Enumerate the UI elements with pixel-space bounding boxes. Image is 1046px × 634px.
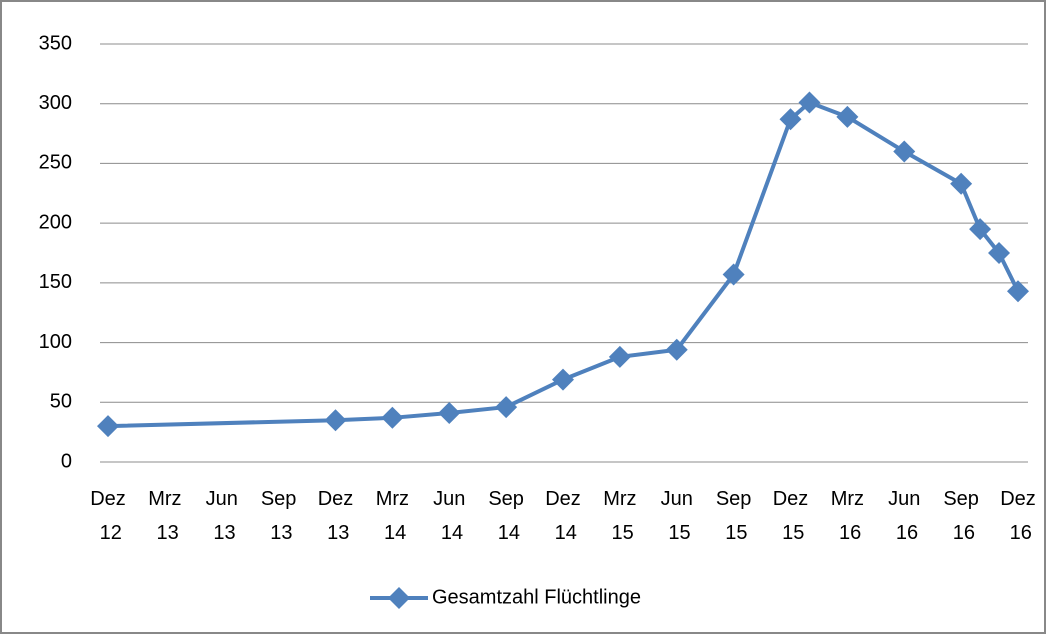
data-point: [552, 368, 574, 391]
data-point: [608, 345, 631, 368]
data-point: [722, 263, 745, 286]
data-point: [836, 105, 859, 128]
y-tick-label: 50: [50, 391, 72, 413]
x-tick-label: Sep 14: [488, 488, 524, 544]
x-tick-label: Mrz 14: [376, 488, 409, 544]
data-point: [779, 108, 802, 131]
legend-label: Gesamtzahl Flüchtlinge: [432, 586, 641, 608]
y-tick-label: 0: [61, 450, 72, 472]
x-tick-label: Sep 15: [716, 488, 752, 544]
y-tick-label: 200: [39, 211, 72, 233]
x-tick-label: Sep 13: [261, 488, 297, 544]
y-tick-label: 250: [39, 152, 72, 174]
x-tick-label: Dez 12: [90, 488, 126, 544]
data-point: [381, 406, 404, 429]
y-tick-label: 100: [39, 331, 72, 353]
y-tick-label: 150: [39, 271, 72, 293]
data-point: [988, 242, 1011, 264]
data-point: [798, 91, 821, 114]
data-point: [495, 396, 518, 419]
x-tick-label: Mrz 16: [831, 488, 864, 544]
data-point: [950, 172, 973, 195]
x-tick-label: Dez 15: [773, 488, 809, 544]
x-tick-label: Dez 13: [318, 488, 354, 544]
y-tick-label: 300: [39, 92, 72, 114]
x-tick-label: Mrz 13: [148, 488, 181, 544]
x-tick-label: Dez 16: [1000, 488, 1036, 544]
y-tick-label: 350: [39, 32, 72, 54]
x-tick-label: Mrz 15: [603, 488, 636, 544]
x-tick-label: Dez 14: [545, 488, 581, 544]
x-tick-label: Jun 16: [888, 488, 920, 544]
data-point: [438, 402, 461, 425]
x-tick-label: Jun 15: [661, 488, 693, 544]
data-point: [665, 338, 688, 361]
x-tick-label: Jun 13: [206, 488, 238, 544]
x-tick-label: Sep 16: [943, 488, 979, 544]
data-point: [97, 415, 119, 438]
data-point: [893, 140, 916, 163]
x-tick-label: Jun 14: [433, 488, 465, 544]
data-point: [1007, 280, 1029, 303]
legend-marker: [388, 587, 410, 609]
data-point: [324, 409, 347, 432]
data-point: [969, 218, 992, 241]
